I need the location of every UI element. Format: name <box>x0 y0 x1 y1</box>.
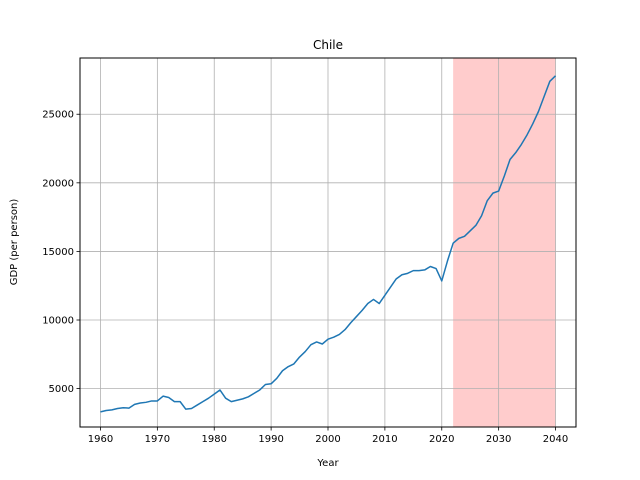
y-axis-label: GDP (per person) <box>9 199 20 286</box>
x-tick-label: 1980 <box>202 434 227 445</box>
x-tick-label: 2020 <box>429 434 454 445</box>
x-tick-label: 1990 <box>258 434 283 445</box>
y-tick-label: 10000 <box>42 316 74 327</box>
chart-title: Chile <box>313 38 343 52</box>
y-tick-label: 20000 <box>42 178 74 189</box>
x-tick-label: 1960 <box>88 434 113 445</box>
y-tick-label: 5000 <box>49 384 74 395</box>
x-tick-label: 2000 <box>315 434 340 445</box>
x-tick-label: 2030 <box>486 434 511 445</box>
x-tick-label: 2040 <box>543 434 568 445</box>
y-tick-label: 25000 <box>42 110 74 121</box>
gdp-series-line <box>100 75 557 413</box>
y-tick-label: 15000 <box>42 247 74 258</box>
x-tick-label: 1970 <box>145 434 170 445</box>
forecast-shaded-region <box>453 58 556 427</box>
x-tick-label: 2010 <box>372 434 397 445</box>
x-axis-label: Year <box>316 458 339 469</box>
